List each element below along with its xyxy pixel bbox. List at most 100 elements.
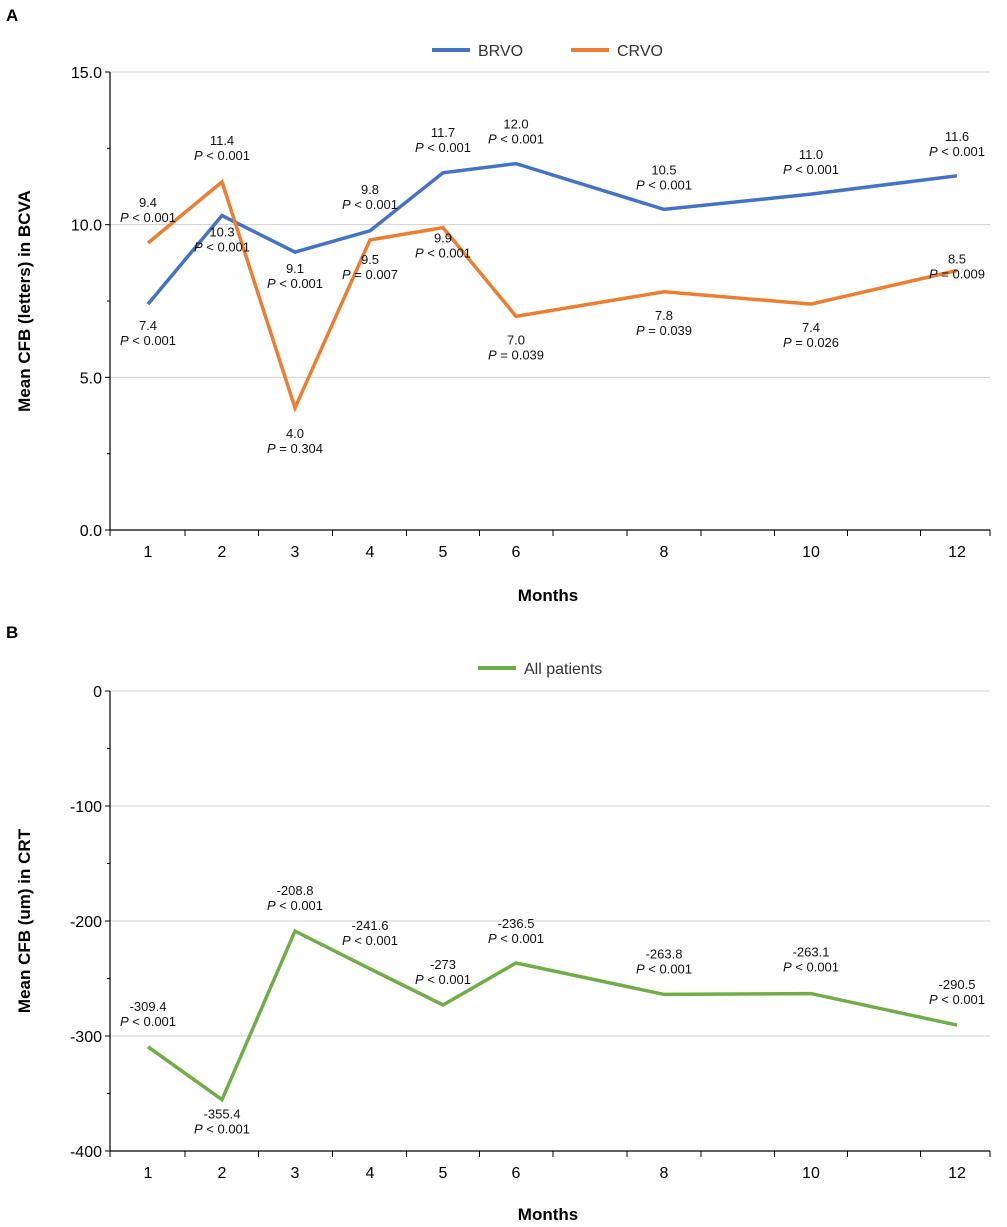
p-value: < 0.001	[424, 140, 471, 155]
p-value: < 0.001	[276, 276, 323, 291]
y-tick-label: -300	[70, 1029, 102, 1046]
data-label: 8.5P = 0.009	[929, 251, 985, 281]
data-label-pvalue: P < 0.001	[415, 246, 471, 261]
data-label: 11.7 P < 0.001	[415, 125, 471, 155]
data-label: 11.4P < 0.001	[194, 133, 250, 163]
p-value: < 0.001	[645, 961, 692, 976]
data-label-value: 11.4	[210, 133, 234, 148]
p-value: < 0.001	[129, 333, 176, 348]
p-symbol: P	[488, 347, 497, 362]
x-tick-label: 12	[948, 1165, 966, 1182]
data-label-value: -241.6	[352, 918, 389, 933]
y-tick-label: 0.0	[80, 523, 102, 540]
p-symbol: P	[488, 132, 497, 147]
p-value: < 0.001	[938, 992, 985, 1007]
p-value: = 0.007	[351, 267, 398, 282]
data-label-value: -273	[430, 957, 456, 972]
data-label: 9.9P < 0.001	[415, 231, 471, 261]
p-value: < 0.001	[203, 1122, 250, 1137]
legend-label: BRVO	[478, 43, 523, 60]
panel-letter: B	[6, 623, 18, 642]
p-symbol: P	[929, 266, 938, 281]
y-tick-label: -400	[70, 1144, 102, 1161]
p-symbol: P	[415, 140, 424, 155]
data-label-value: 9.5	[361, 252, 379, 267]
data-label-pvalue: P < 0.001	[783, 960, 839, 975]
data-label-value: -236.5	[498, 916, 535, 931]
data-label-pvalue: P < 0.001	[267, 276, 323, 291]
p-value: < 0.001	[203, 240, 250, 255]
p-symbol: P	[415, 972, 424, 987]
data-label-value: 10.5	[651, 162, 676, 177]
data-label-pvalue: P < 0.001	[267, 898, 323, 913]
data-label-pvalue: P < 0.001	[120, 1014, 176, 1029]
data-label-pvalue: P < 0.001	[342, 933, 398, 948]
p-symbol: P	[342, 197, 351, 212]
p-value: < 0.001	[129, 1014, 176, 1029]
p-value: < 0.001	[645, 177, 692, 192]
x-tick-label: 5	[439, 1165, 448, 1182]
p-symbol: P	[120, 1014, 129, 1029]
p-value: = 0.026	[792, 335, 839, 350]
data-label-pvalue: P < 0.001	[415, 972, 471, 987]
data-label-value: 7.4	[139, 318, 157, 333]
p-symbol: P	[267, 441, 276, 456]
data-label-value: 7.4	[802, 320, 820, 335]
p-symbol: P	[636, 177, 645, 192]
y-axis-title: Mean CFB (letters) in BCVA	[15, 190, 34, 412]
data-label-value: -263.8	[646, 946, 683, 961]
data-label: 7.4P < 0.001	[120, 318, 176, 348]
x-tick-label: 10	[802, 1165, 820, 1182]
x-tick-label: 8	[660, 544, 669, 561]
data-label: -290.5P < 0.001	[929, 977, 985, 1007]
data-label: 9.8P < 0.001	[342, 182, 398, 212]
p-value: < 0.001	[129, 210, 176, 225]
p-symbol: P	[783, 960, 792, 975]
data-label: 7.4P = 0.026	[783, 320, 839, 350]
p-symbol: P	[783, 335, 792, 350]
data-label: 9.1P < 0.001	[267, 261, 323, 291]
data-label: 9.4 P < 0.001	[120, 195, 176, 225]
data-label-pvalue: P < 0.001	[120, 333, 176, 348]
data-label-value: 4.0	[286, 426, 304, 441]
x-tick-label: 4	[366, 544, 375, 561]
data-label-value: 8.5	[948, 251, 966, 266]
p-symbol: P	[342, 267, 351, 282]
p-symbol: P	[120, 333, 129, 348]
data-label-value: 9.8	[361, 182, 379, 197]
p-value: < 0.001	[792, 162, 839, 177]
data-label-pvalue: P < 0.001	[636, 177, 692, 192]
p-value: < 0.001	[497, 931, 544, 946]
x-tick-label: 4	[366, 1165, 375, 1182]
x-tick-label: 5	[439, 544, 448, 561]
series-line-all-patients	[146, 928, 958, 1103]
p-value: < 0.001	[424, 972, 471, 987]
p-value: = 0.304	[276, 441, 323, 456]
y-tick-label: -100	[70, 799, 102, 816]
series-line-crvo	[146, 178, 958, 413]
data-label-pvalue: P < 0.001	[194, 148, 250, 163]
data-label-pvalue: P < 0.001	[488, 132, 544, 147]
y-tick-label: 15.0	[71, 65, 102, 82]
data-label: -208.8P < 0.001	[267, 883, 323, 913]
p-value: < 0.001	[497, 132, 544, 147]
data-label: -263.1P < 0.001	[783, 945, 839, 975]
p-symbol: P	[120, 210, 129, 225]
data-label-value: 9.4	[139, 195, 157, 210]
p-symbol: P	[194, 1122, 203, 1137]
data-label-pvalue: P < 0.001	[342, 197, 398, 212]
data-label-pvalue: P = 0.304	[267, 441, 323, 456]
data-label: 11.0P < 0.001	[783, 147, 839, 177]
data-label: -241.6P < 0.001	[342, 918, 398, 948]
data-label-value: 11.7	[431, 125, 455, 140]
data-label-value: 7.0	[507, 332, 525, 347]
data-label-pvalue: P = 0.026	[783, 335, 839, 350]
x-tick-label: 1	[144, 1165, 153, 1182]
data-label-value: 9.1	[286, 261, 304, 276]
data-label-pvalue: P < 0.001	[194, 1122, 250, 1137]
p-symbol: P	[636, 323, 645, 338]
x-tick-label: 6	[512, 1165, 521, 1182]
p-symbol: P	[194, 148, 203, 163]
p-symbol: P	[636, 961, 645, 976]
